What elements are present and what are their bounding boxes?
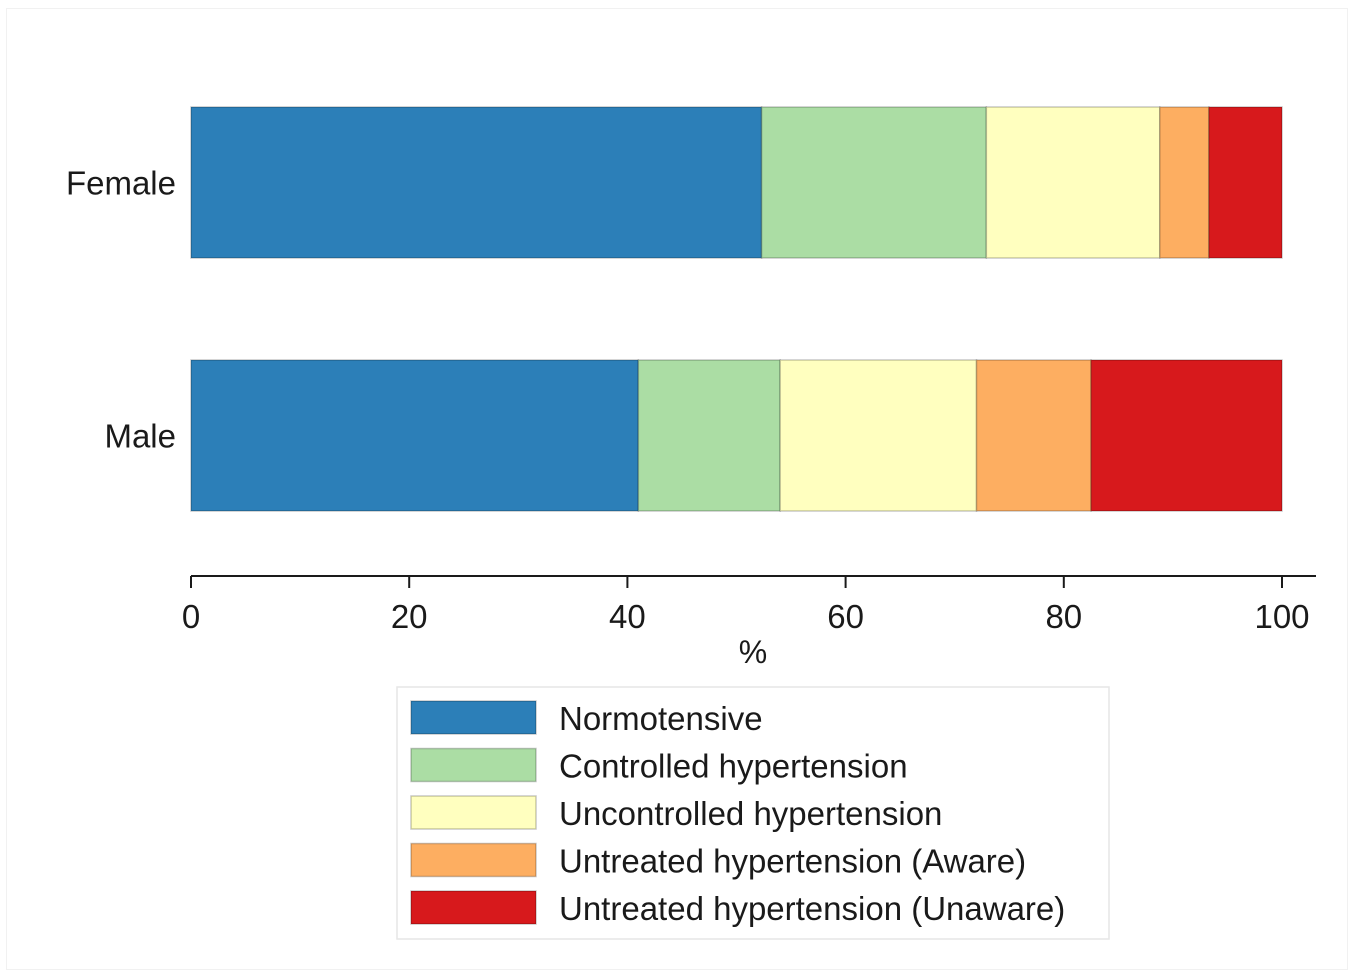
legend-swatch-normotensive xyxy=(410,700,537,735)
bar-female-uncontrolled-hypertension xyxy=(985,106,1161,259)
bar-male-normotensive xyxy=(190,359,640,512)
legend-label-untreated-hypertension-aware: Untreated hypertension (Aware) xyxy=(559,843,1026,880)
bar-female-untreated-hypertension-aware xyxy=(1159,106,1210,259)
bar-male-controlled-hypertension xyxy=(637,359,781,512)
x-axis: 0 20 40 60 80 100 xyxy=(182,575,1316,635)
category-label-male: Male xyxy=(104,418,176,455)
x-tick-label-40: 40 xyxy=(609,598,646,635)
legend-swatch-untreated-hypertension-unaware xyxy=(410,890,537,925)
bars-layer xyxy=(190,106,1283,512)
x-tick-label-20: 20 xyxy=(391,598,428,635)
x-tick-label-0: 0 xyxy=(182,598,200,635)
legend-label-untreated-hypertension-unaware: Untreated hypertension (Unaware) xyxy=(559,890,1065,927)
bar-male-untreated-hypertension-unaware xyxy=(1090,359,1283,512)
legend-swatch-untreated-hypertension-aware xyxy=(410,842,537,878)
legend: Normotensive Controlled hypertension Uncon… xyxy=(396,686,1110,940)
x-tick-label-100: 100 xyxy=(1254,598,1309,635)
legend-swatch-controlled-hypertension xyxy=(410,747,537,783)
x-tick-label-60: 60 xyxy=(827,598,864,635)
legend-label-normotensive: Normotensive xyxy=(559,700,763,737)
x-axis-title: % xyxy=(739,634,767,670)
bar-female-controlled-hypertension xyxy=(760,106,988,259)
bar-male-untreated-hypertension-aware xyxy=(975,359,1092,512)
bar-female-untreated-hypertension-unaware xyxy=(1208,106,1283,259)
category-label-female: Female xyxy=(66,165,176,202)
bar-female-normotensive xyxy=(190,106,763,259)
legend-label-controlled-hypertension: Controlled hypertension xyxy=(559,748,908,785)
category-labels: Female Male xyxy=(66,165,176,455)
legend-label-uncontrolled-hypertension: Uncontrolled hypertension xyxy=(559,795,942,832)
x-tick-label-80: 80 xyxy=(1045,598,1082,635)
legend-swatch-uncontrolled-hypertension xyxy=(410,795,537,830)
bar-male-uncontrolled-hypertension xyxy=(779,359,978,512)
